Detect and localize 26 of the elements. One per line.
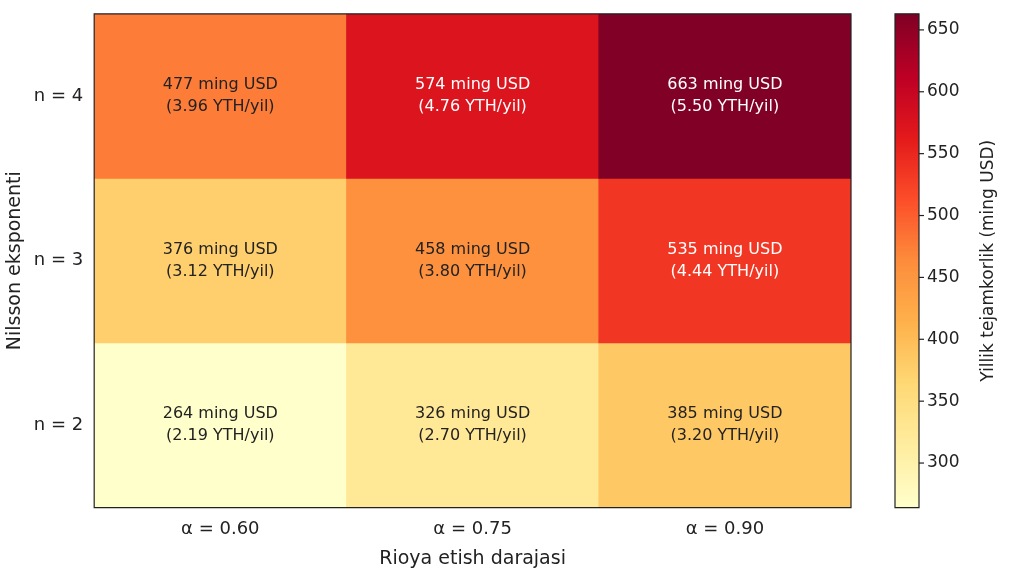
data-label: 326 ming USD (2.70 YTH/yil): [414, 403, 531, 445]
data-label: 376 ming USD (3.12 YTH/yil): [162, 238, 278, 280]
color-bar-title: Yillik tejamkorlik (ming USD): [977, 139, 998, 383]
color-bar-label: 550: [927, 142, 960, 163]
data-label: 264 ming USD (2.19 YTH/yil): [162, 403, 278, 445]
color-bar-label: 600: [927, 80, 960, 101]
y-axis-title: Nilsson eksponenti: [2, 171, 25, 351]
color-bar-label: 300: [927, 451, 960, 472]
color-bar-label: 450: [927, 265, 960, 286]
color-bar-label: 500: [927, 203, 960, 224]
x-tick-label: α = 0.60: [181, 517, 260, 539]
x-tick-label: α = 0.90: [685, 517, 765, 539]
data-label: 458 ming USD (3.80 YTH/yil): [414, 238, 531, 280]
x-axis-title: Rioya etish darajasi: [379, 545, 566, 568]
data-label: 477 ming USD (3.96 YTH/yil): [162, 74, 278, 116]
y-tick-label: n = 4: [33, 83, 84, 105]
color-bar-label: 400: [927, 327, 960, 348]
data-label: 535 ming USD (4.44 YTH/yil): [667, 238, 783, 280]
data-label: 663 ming USD (5.50 YTH/yil): [667, 74, 783, 116]
data-label: 385 ming USD (3.20 YTH/yil): [667, 403, 783, 445]
x-tick-label: α = 0.75: [433, 517, 512, 539]
y-tick-label: n = 2: [33, 412, 84, 434]
data-label: 574 ming USD (4.76 YTH/yil): [414, 74, 531, 116]
color-bar-label: 350: [927, 389, 960, 410]
y-tick-label: n = 3: [33, 248, 84, 270]
color-bar-label: 650: [927, 18, 960, 39]
